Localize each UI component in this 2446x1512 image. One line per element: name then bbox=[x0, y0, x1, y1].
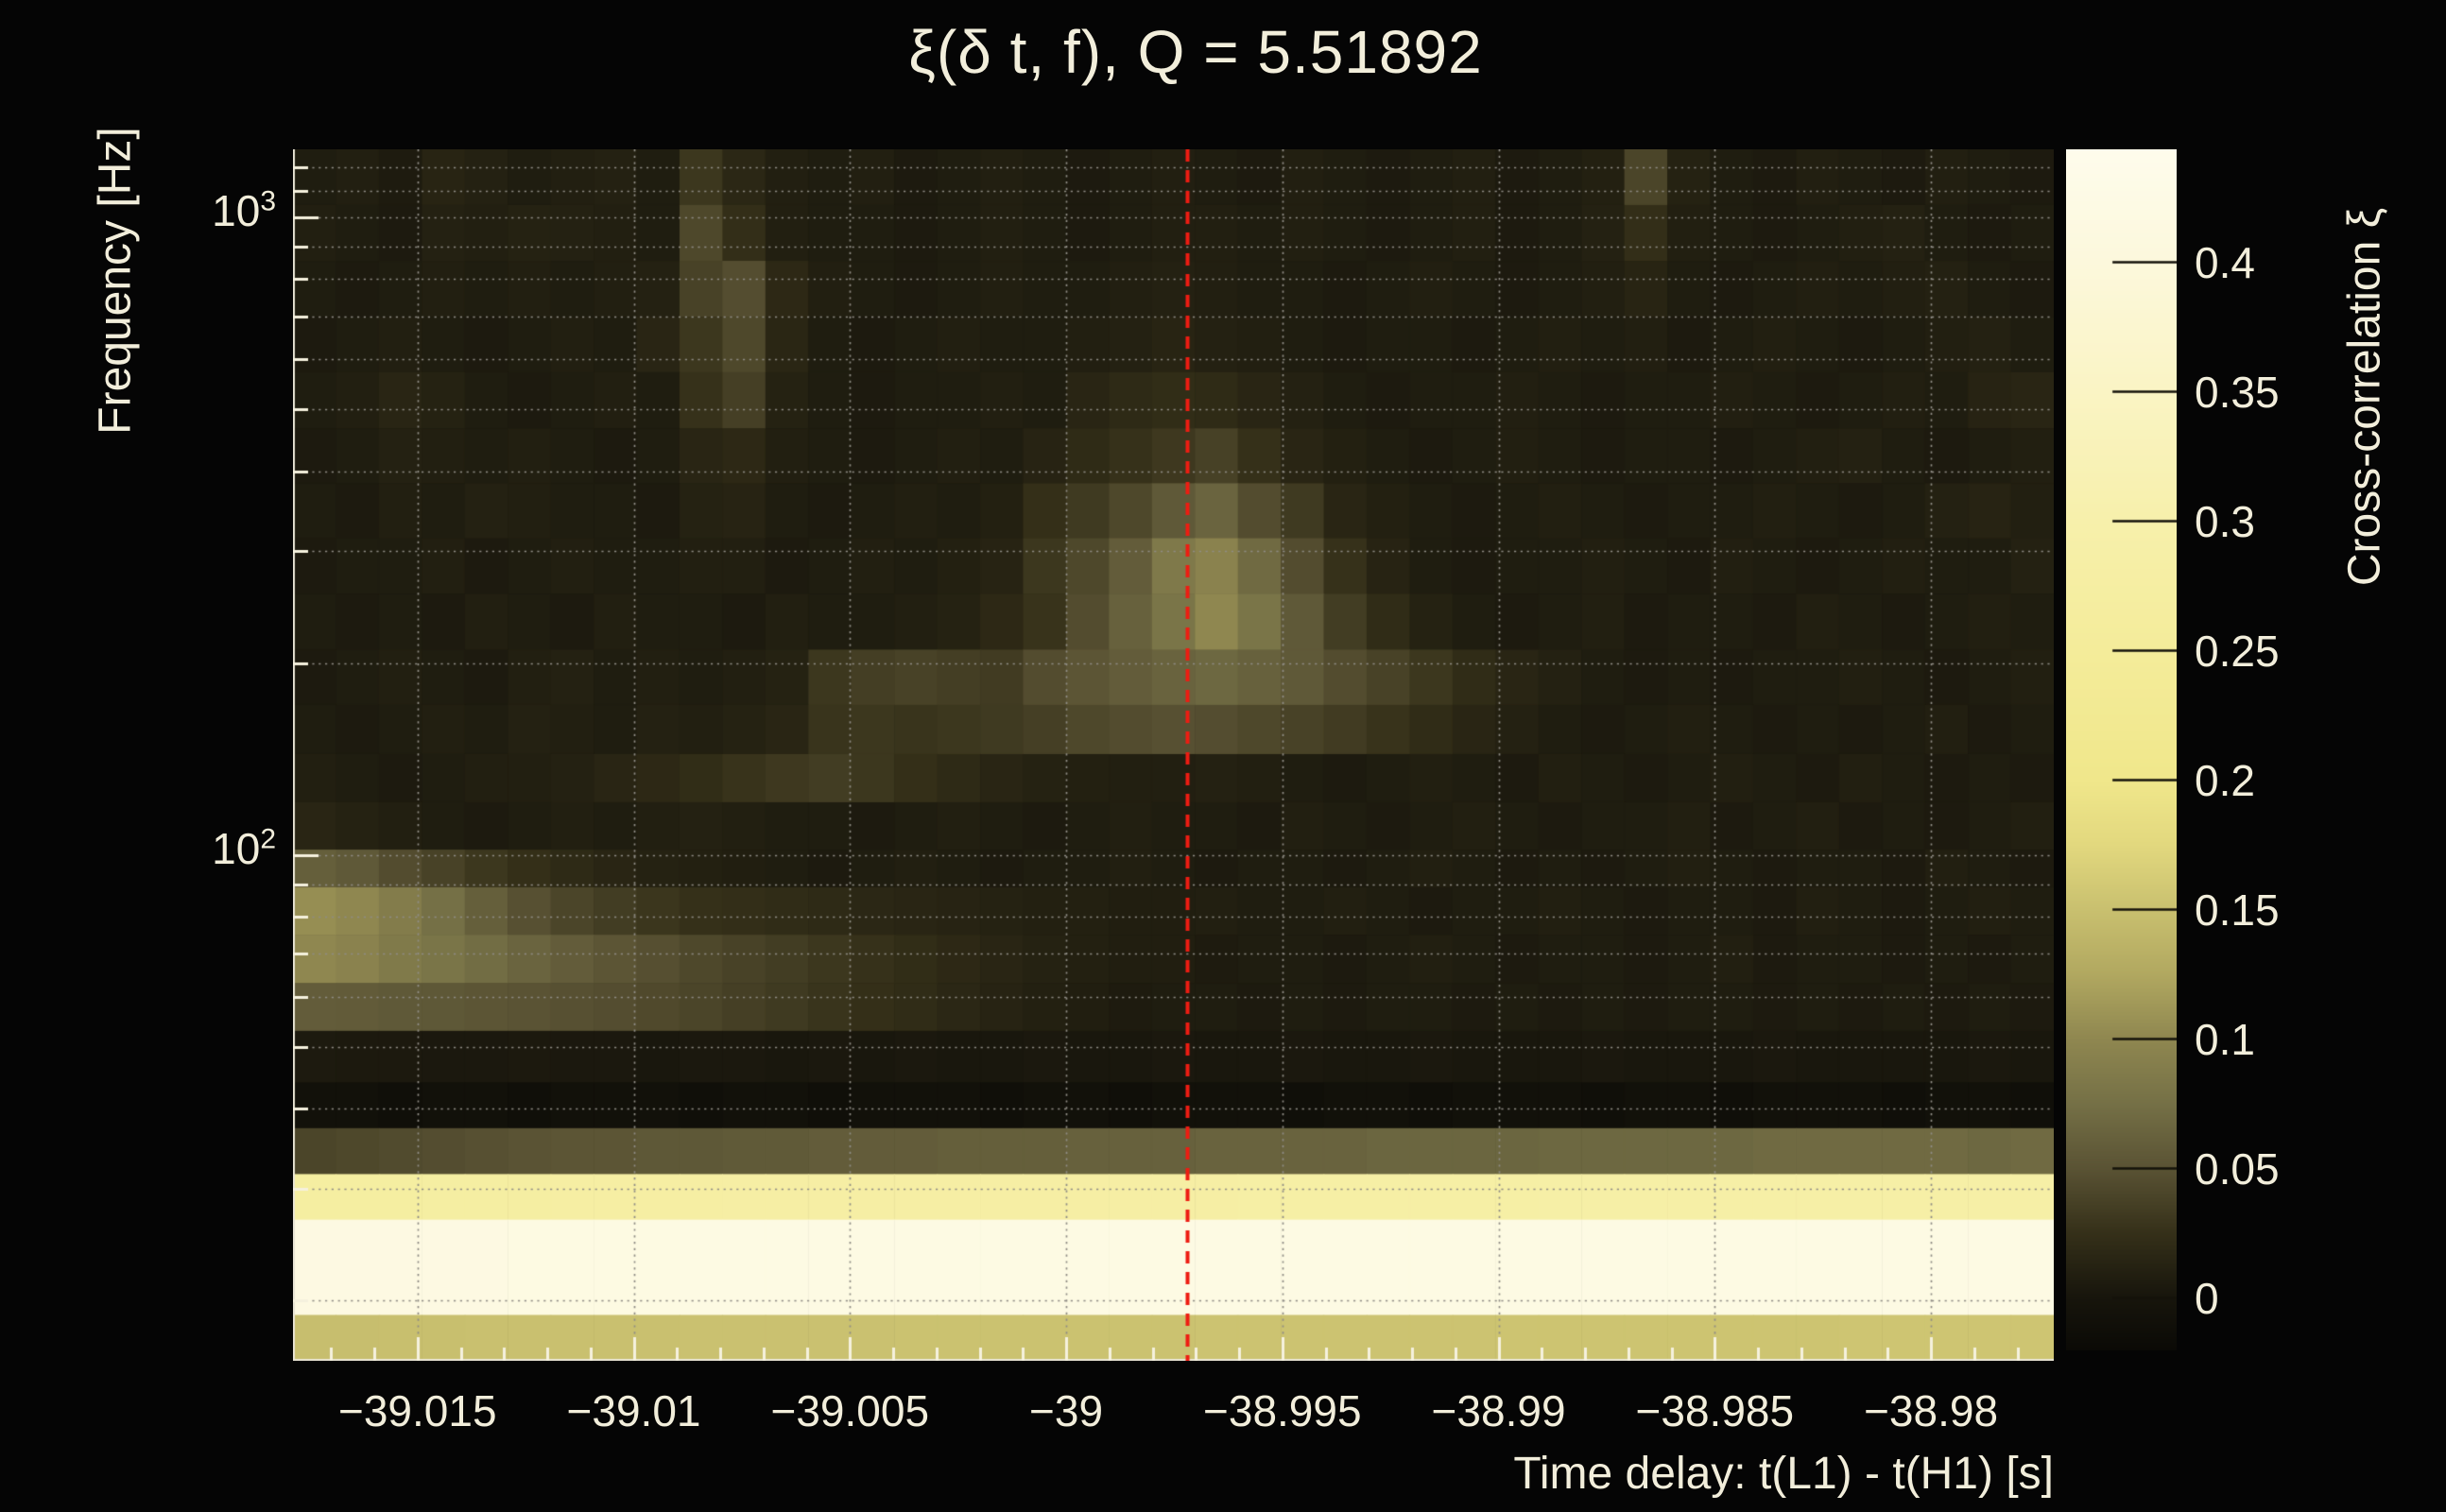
y-tick-label: 103 bbox=[212, 185, 276, 236]
colorbar-tick-label: 0.4 bbox=[2195, 237, 2255, 287]
colorbar-tick-label: 0.3 bbox=[2195, 496, 2255, 546]
x-axis-title: Time delay: t(L1) - t(H1) [s] bbox=[1513, 1449, 2054, 1499]
colorbar-tick-label: 0.2 bbox=[2195, 756, 2255, 805]
colorbar-tick-label: 0.35 bbox=[2195, 367, 2280, 417]
colorbar-tick-label: 0.05 bbox=[2195, 1144, 2280, 1194]
x-tick-label: −39.005 bbox=[770, 1386, 930, 1435]
y-axis-title: Frequency [Hz] bbox=[90, 127, 141, 435]
chart-title: ξ(δ t, f), Q = 5.51892 bbox=[908, 18, 1483, 86]
x-tick-label: −38.99 bbox=[1431, 1386, 1566, 1435]
x-tick-label: −39 bbox=[1029, 1386, 1104, 1435]
spectrogram-heatmap bbox=[293, 149, 2054, 1361]
x-tick-label: −38.995 bbox=[1203, 1386, 1362, 1435]
colorbar-gradient bbox=[2066, 149, 2177, 1350]
colorbar-tick-label: 0.1 bbox=[2195, 1015, 2255, 1065]
colorbar-tick-label: 0 bbox=[2195, 1274, 2219, 1324]
y-tick-label: 102 bbox=[212, 823, 276, 873]
colorbar-title: Cross-correlation ξ bbox=[2339, 207, 2390, 587]
x-tick-label: −38.98 bbox=[1864, 1386, 1999, 1435]
colorbar-tick-label: 0.15 bbox=[2195, 885, 2280, 936]
x-tick-label: −38.985 bbox=[1635, 1386, 1795, 1435]
x-tick-label: −39.01 bbox=[566, 1386, 701, 1435]
x-tick-label: −39.015 bbox=[337, 1386, 497, 1435]
colorbar-tick-label: 0.25 bbox=[2195, 626, 2280, 676]
